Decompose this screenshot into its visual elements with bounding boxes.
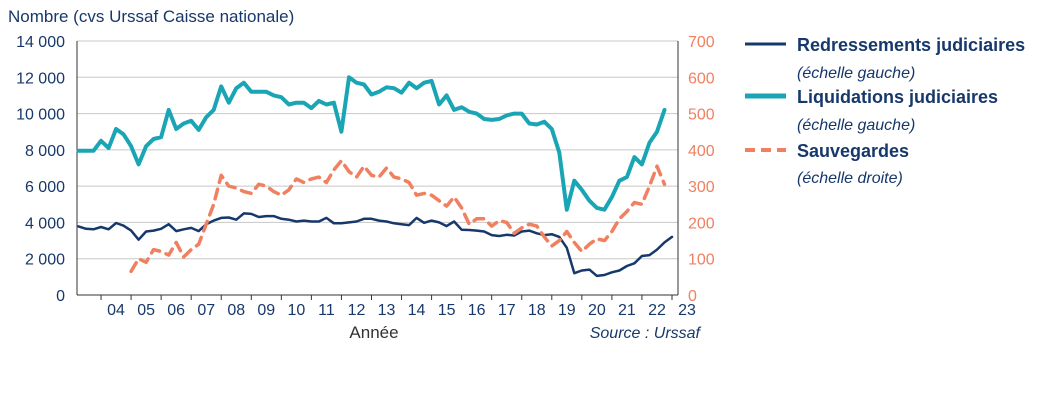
legend-sub-sauvegardes: (échelle droite) (797, 170, 903, 187)
legend: Redressements judiciaires (échelle gauch… (745, 35, 1025, 187)
x-tick-label: 14 (408, 302, 426, 319)
x-tick-label: 05 (137, 302, 155, 319)
x-tick-label: 12 (348, 302, 366, 319)
right-tick-label: 600 (688, 70, 715, 87)
right-tick-label: 500 (688, 107, 715, 124)
x-tick-label: 07 (197, 302, 215, 319)
series-group (76, 75, 674, 278)
x-tick-label: 16 (468, 302, 486, 319)
x-tick-label: 15 (438, 302, 456, 319)
left-y-ticks: 0 2 000 4 000 6 000 8 000 10 000 12 000 14 000 (16, 34, 65, 305)
x-tick-label: 19 (558, 302, 576, 319)
x-tick-label: 13 (378, 302, 396, 319)
grid (77, 40, 678, 296)
legend-item-sauvegardes: Sauvegardes (échelle droite) (745, 141, 909, 187)
left-tick-label: 14 000 (16, 34, 65, 51)
right-tick-label: 300 (688, 179, 715, 196)
x-tick-label: 23 (678, 302, 696, 319)
x-tick-label: 04 (107, 302, 125, 319)
series-line-liquidations (76, 75, 667, 212)
left-tick-label: 2 000 (25, 252, 65, 269)
x-tick-label: 17 (498, 302, 516, 319)
left-tick-label: 6 000 (25, 179, 65, 196)
right-tick-label: 700 (688, 34, 715, 51)
left-tick-label: 8 000 (25, 143, 65, 160)
right-tick-label: 0 (688, 288, 697, 305)
x-axis-title: Année (349, 323, 398, 342)
y-axis-title: Nombre (cvs Urssaf Caisse nationale) (8, 7, 294, 26)
x-tick-label: 11 (318, 302, 335, 319)
left-tick-label: 0 (56, 288, 65, 305)
right-tick-label: 200 (688, 215, 715, 232)
legend-item-liquidations: Liquidations judiciaires (échelle gauche… (745, 87, 998, 134)
x-ticks: 04 05 06 07 08 09 10 11 12 13 14 15 16 17 18 19 20 21 22 23 (107, 302, 696, 319)
legend-label-liquidations: Liquidations judiciaires (797, 87, 998, 107)
series-line-redressements (77, 212, 674, 278)
right-tick-label: 400 (688, 143, 715, 160)
series-line-sauvegardes (129, 158, 667, 274)
left-tick-label: 4 000 (25, 215, 65, 232)
source-note: Source : Urssaf (590, 325, 702, 342)
legend-label-sauvegardes: Sauvegardes (797, 141, 909, 161)
legend-label-redressements: Redressements judiciaires (797, 35, 1025, 55)
x-tick-label: 10 (287, 302, 305, 319)
x-tick-label: 21 (618, 302, 636, 319)
x-tick-label: 18 (528, 302, 546, 319)
x-tick-label: 08 (227, 302, 245, 319)
x-tick-label: 06 (167, 302, 185, 319)
legend-item-redressements: Redressements judiciaires (échelle gauch… (745, 35, 1025, 82)
legend-sub-liquidations: (échelle gauche) (797, 117, 915, 134)
left-tick-label: 10 000 (16, 107, 65, 124)
x-tick-label: 20 (588, 302, 606, 319)
right-y-ticks: 0 100 200 300 400 500 600 700 (688, 34, 715, 305)
axes (76, 41, 679, 300)
left-tick-label: 12 000 (16, 70, 65, 87)
legend-sub-redressements: (échelle gauche) (797, 65, 915, 82)
x-tick-label: 22 (648, 302, 666, 319)
x-tick-label: 09 (257, 302, 275, 319)
right-tick-label: 100 (688, 252, 715, 269)
